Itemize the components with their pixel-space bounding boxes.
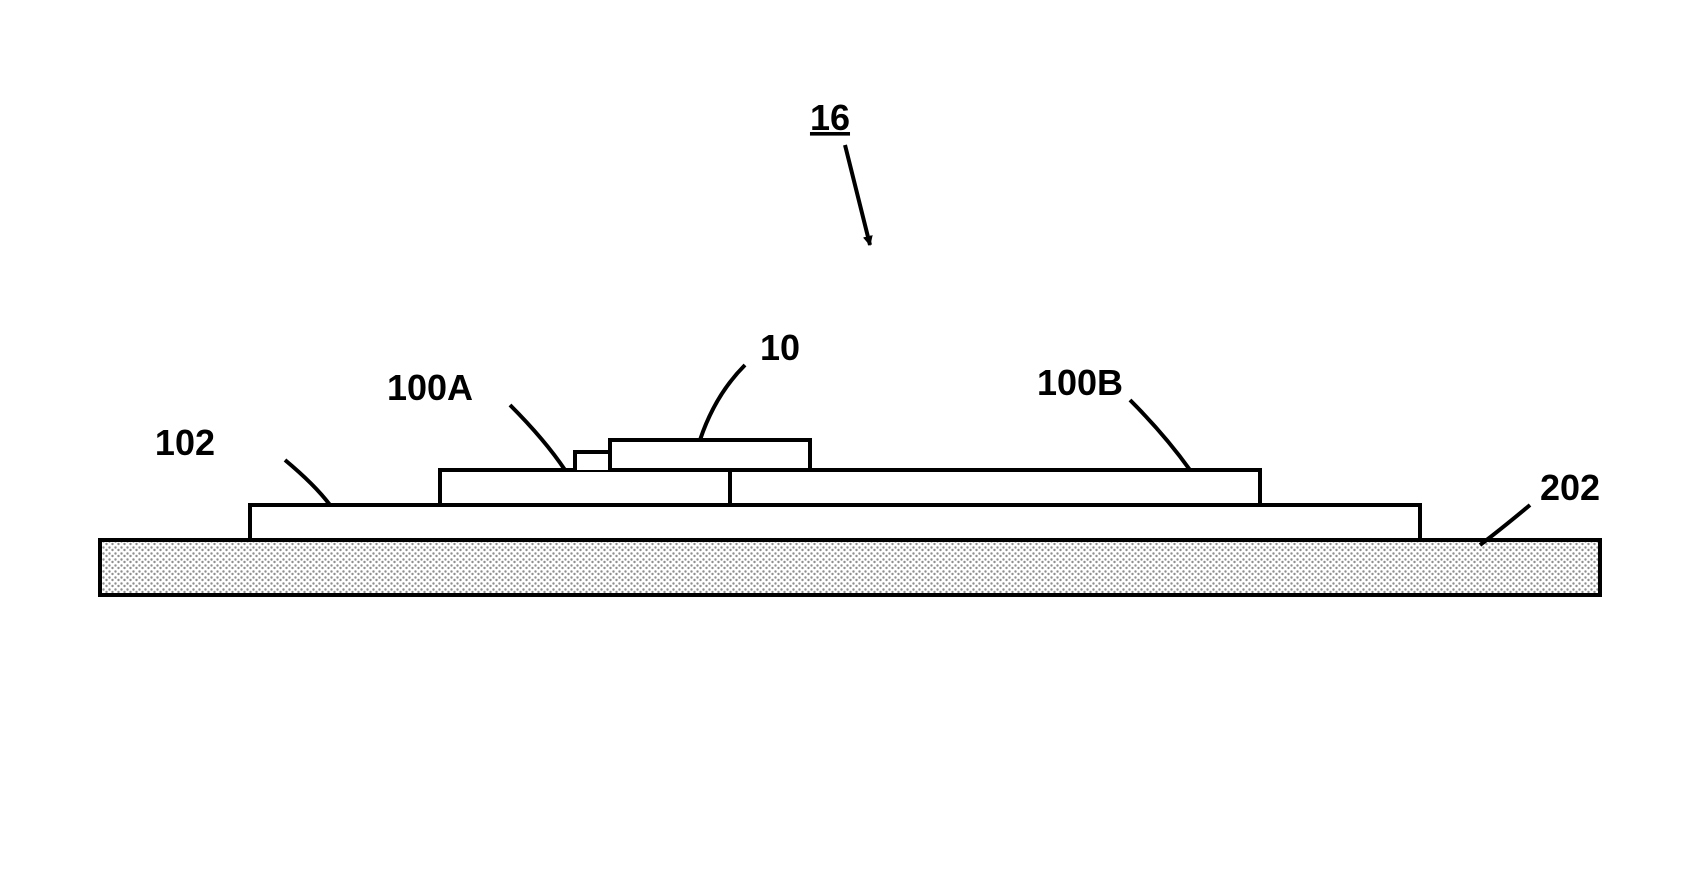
leader-102 [285,460,330,505]
electrode-100b [730,470,1260,505]
label-100a: 100A [387,367,473,408]
label-100b: 100B [1037,362,1123,403]
electrode-100a [440,470,730,505]
label-figure-number: 16 [810,97,850,138]
leader-10 [700,365,745,440]
leader-100a [510,405,565,470]
leader-100b [1130,400,1190,470]
layer-102 [250,505,1420,540]
patent-cross-section-diagram: 16 10 100A 100B 102 202 [0,0,1703,892]
leader-figure-number [845,145,870,245]
substrate-layer [100,540,1600,595]
notch-feature [575,452,610,470]
label-10: 10 [760,327,800,368]
label-102: 102 [155,422,215,463]
label-202: 202 [1540,467,1600,508]
top-piece-10 [610,440,810,470]
